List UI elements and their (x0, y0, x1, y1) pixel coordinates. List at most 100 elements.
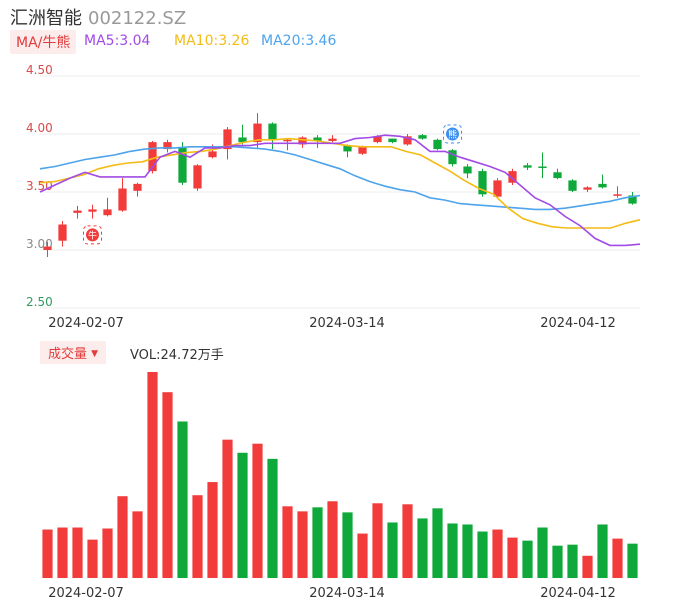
volume-bar (537, 527, 548, 578)
volume-bar (327, 501, 338, 578)
marker-dot (446, 127, 459, 141)
candlestick-series (43, 113, 637, 257)
dropdown-triangle-icon: ▼ (91, 349, 99, 359)
volume-bar (222, 439, 233, 578)
volume-bar (447, 523, 458, 578)
candle-body (178, 147, 187, 183)
candle-body (478, 171, 487, 195)
candle-body (148, 142, 157, 172)
marker-label: 牛 (88, 229, 97, 241)
ma20-line (39, 146, 641, 211)
volume-bar (42, 529, 53, 578)
candle-body (538, 166, 547, 168)
price-axis-labels: 4.504.003.503.002.50 (26, 63, 53, 309)
ma-indicator-tag[interactable]: MA/牛熊 (10, 30, 77, 54)
volume-bar (492, 529, 503, 578)
candle-body (628, 195, 637, 204)
candle-body (193, 165, 202, 189)
volume-bar (597, 524, 608, 578)
candle-body (283, 139, 292, 142)
candle-body (208, 151, 217, 158)
volume-bar (417, 518, 428, 578)
moving-average-lines (39, 134, 641, 247)
bull-marker: 牛 (83, 225, 102, 245)
volume-bar (282, 506, 293, 578)
ma10-line (39, 137, 641, 229)
candle-body (298, 137, 307, 145)
candle-body (433, 139, 442, 150)
volume-indicator-tag[interactable]: 成交量 ▼ (40, 341, 107, 364)
volume-bar (567, 544, 578, 578)
candle-body (223, 129, 232, 150)
volume-bar (177, 421, 188, 578)
x-tick-label: 2024-04-12 (540, 586, 616, 601)
candle-body (508, 171, 517, 183)
x-tick-label: 2024-03-14 (309, 586, 385, 601)
candle-body (418, 135, 427, 139)
marker-frame (443, 124, 462, 144)
volume-bar (402, 504, 413, 578)
volume-bar (72, 527, 83, 578)
volume-bar (387, 522, 398, 578)
candle-body (163, 142, 172, 150)
volume-bar (57, 527, 68, 578)
ma5-label: MA5:3.04 (84, 33, 151, 49)
candle-body (583, 187, 592, 190)
volume-bar (87, 539, 98, 578)
volume-bar (237, 452, 248, 578)
candle-body (388, 138, 397, 143)
y-tick-label: 2.50 (26, 295, 53, 309)
volume-bar (612, 538, 623, 578)
candle-body (43, 246, 52, 250)
marker-frame (83, 225, 102, 245)
volume-bar (117, 496, 128, 578)
x-tick-label: 2024-02-07 (48, 316, 124, 331)
volume-bar (297, 511, 308, 578)
volume-bar (462, 524, 473, 578)
volume-bar (312, 507, 323, 578)
volume-bar (192, 495, 203, 578)
ma20-label: MA20:3.46 (261, 33, 337, 49)
volume-bar (207, 482, 218, 578)
x-tick-label: 2024-03-14 (309, 316, 385, 331)
volume-bar (102, 528, 113, 578)
x-tick-label: 2024-04-12 (540, 316, 616, 331)
candle-body (553, 172, 562, 179)
candle-body (358, 146, 367, 154)
y-tick-label: 4.00 (26, 121, 53, 135)
candle-body (103, 209, 112, 216)
candle-body (523, 165, 532, 168)
volume-bar (252, 443, 263, 578)
volume-bar (522, 540, 533, 578)
candle-body (88, 209, 97, 212)
candle-body (343, 145, 352, 152)
candle-body (448, 150, 457, 165)
volume-bar (477, 531, 488, 578)
stock-code: 002122.SZ (88, 8, 187, 29)
price-date-axis: 2024-02-07 2024-03-14 2024-04-12 (48, 316, 616, 331)
ma10-label: MA10:3.26 (174, 33, 250, 49)
candle-body (463, 166, 472, 174)
bull-bear-markers: 牛熊 (83, 124, 462, 245)
volume-bar (132, 511, 143, 578)
volume-bar (267, 458, 278, 578)
volume-bars (42, 372, 638, 578)
volume-bar (357, 533, 368, 578)
ma5-line (39, 134, 641, 247)
volume-bar (507, 537, 518, 578)
volume-bar (147, 372, 158, 578)
volume-bar (432, 508, 443, 578)
marker-dot (86, 228, 99, 242)
volume-bar (552, 545, 563, 578)
volume-tag-label: 成交量 (48, 347, 88, 362)
stock-name: 汇洲智能 (10, 8, 82, 29)
y-tick-label: 3.50 (26, 179, 53, 193)
bear-marker: 熊 (443, 124, 462, 144)
candle-body (403, 136, 412, 145)
y-tick-label: 4.50 (26, 63, 53, 77)
candle-body (73, 210, 82, 213)
candle-body (268, 123, 277, 140)
volume-value: VOL:24.72万手 (130, 348, 224, 363)
stock-title: 汇洲智能 002122.SZ (10, 4, 186, 30)
